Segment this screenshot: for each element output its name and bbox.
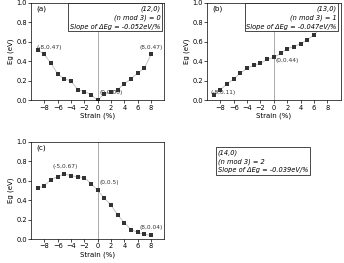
Point [101, 92, 107, 96]
Point [298, 42, 303, 46]
Point [135, 71, 140, 75]
Point [115, 213, 120, 217]
Point [148, 233, 154, 237]
Point [88, 181, 94, 186]
Point [291, 44, 297, 49]
Text: (14,0)
(n mod 3) = 2
Slope of ΔEg = -0.039eV/%: (14,0) (n mod 3) = 2 Slope of ΔEg = -0.0… [218, 149, 308, 173]
Point [55, 72, 61, 76]
Point [62, 172, 67, 176]
Point [265, 57, 270, 62]
Point [278, 51, 283, 55]
Text: (c): (c) [36, 144, 46, 151]
Point [148, 52, 154, 57]
Point [142, 232, 147, 236]
Text: (12,0)
(n mod 3) = 0
Slope of ΔEg = -0.052eV/%: (12,0) (n mod 3) = 0 Slope of ΔEg = -0.0… [70, 6, 160, 29]
Point [101, 196, 107, 200]
Point [122, 221, 127, 225]
Text: (8,0.04): (8,0.04) [139, 225, 162, 230]
Text: (13,0)
(n mod 3) = 1
Slope of ΔEg = -0.047eV/%: (13,0) (n mod 3) = 1 Slope of ΔEg = -0.0… [246, 6, 336, 29]
Point [62, 77, 67, 81]
X-axis label: Strain (%): Strain (%) [80, 113, 115, 119]
Point [224, 82, 230, 86]
Point [75, 175, 80, 179]
Point [128, 77, 134, 81]
Point [88, 93, 94, 97]
Text: (-8,0.11): (-8,0.11) [211, 90, 236, 95]
X-axis label: Strain (%): Strain (%) [256, 113, 291, 119]
Point [218, 88, 223, 92]
Point [42, 52, 47, 57]
Point [135, 230, 140, 235]
Point [108, 89, 114, 94]
Point [231, 77, 237, 81]
Text: (a): (a) [36, 6, 46, 12]
Point [75, 88, 80, 92]
Point [68, 174, 74, 178]
Point [244, 66, 250, 70]
Text: (0,0.5): (0,0.5) [100, 180, 119, 185]
Point [324, 25, 330, 29]
Text: (-8,0.47): (-8,0.47) [36, 45, 62, 50]
Point [108, 203, 114, 207]
Point [68, 79, 74, 83]
Y-axis label: Eg (eV): Eg (eV) [184, 39, 190, 64]
Point [271, 55, 277, 59]
Text: (8,0.47): (8,0.47) [139, 45, 162, 50]
Point [35, 186, 40, 191]
Point [35, 48, 40, 52]
Point [128, 227, 134, 232]
Point [211, 93, 216, 97]
Point [251, 63, 257, 67]
Point [55, 175, 61, 179]
Text: (0,0.00): (0,0.00) [100, 90, 123, 95]
Point [115, 88, 120, 92]
Point [95, 188, 100, 193]
Point [82, 176, 87, 180]
Y-axis label: Eg (eV): Eg (eV) [8, 178, 14, 203]
Point [142, 66, 147, 70]
Y-axis label: Eg (eV): Eg (eV) [8, 39, 14, 64]
Point [258, 61, 263, 65]
X-axis label: Strain (%): Strain (%) [80, 252, 115, 258]
Point [122, 82, 127, 86]
Text: (0,0.44): (0,0.44) [276, 58, 299, 63]
Point [95, 98, 100, 103]
Text: (b): (b) [213, 6, 223, 12]
Point [42, 183, 47, 188]
Point [284, 47, 290, 51]
Text: (-5,0.67): (-5,0.67) [52, 164, 78, 169]
Point [318, 26, 323, 30]
Point [48, 178, 54, 182]
Point [311, 33, 316, 37]
Point [48, 61, 54, 65]
Point [304, 38, 310, 42]
Point [238, 71, 243, 75]
Point [82, 89, 87, 94]
